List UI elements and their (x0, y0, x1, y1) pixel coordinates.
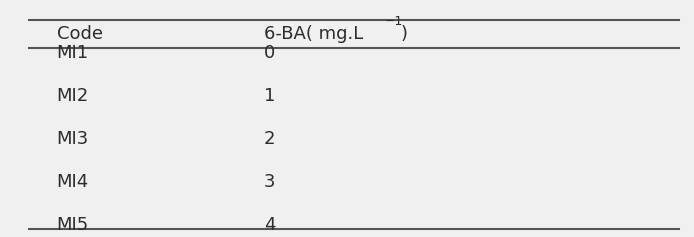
Text: 2: 2 (264, 130, 276, 148)
Text: 4: 4 (264, 216, 276, 234)
Text: 1: 1 (264, 87, 276, 105)
Text: MI1: MI1 (57, 44, 89, 62)
Text: Code: Code (57, 25, 103, 43)
Text: MI2: MI2 (57, 87, 89, 105)
Text: 6-BA( mg.L: 6-BA( mg.L (264, 25, 363, 43)
Text: ): ) (400, 25, 407, 43)
Text: MI4: MI4 (57, 173, 89, 191)
Text: MI3: MI3 (57, 130, 89, 148)
Text: 3: 3 (264, 173, 276, 191)
Text: −1: −1 (385, 15, 403, 28)
Text: 0: 0 (264, 44, 276, 62)
Text: MI5: MI5 (57, 216, 89, 234)
